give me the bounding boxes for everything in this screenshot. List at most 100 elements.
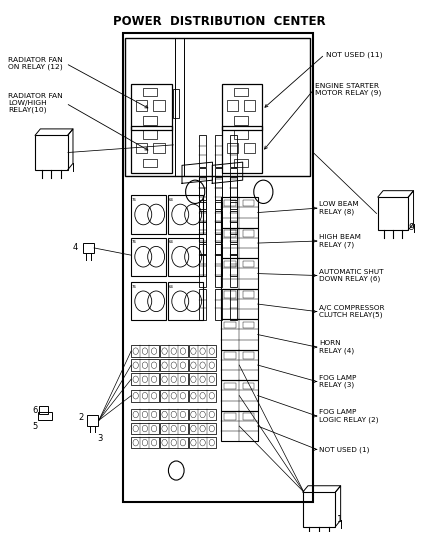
Bar — [224, 413, 236, 420]
Bar — [215, 168, 222, 200]
Bar — [189, 437, 216, 448]
Text: HIGH BEAM
RELAY (7): HIGH BEAM RELAY (7) — [319, 235, 361, 248]
Bar — [221, 197, 258, 228]
Bar — [199, 222, 206, 254]
Bar — [221, 319, 258, 350]
Text: LOW BEAM
RELAY (8): LOW BEAM RELAY (8) — [319, 201, 359, 215]
Bar — [243, 230, 254, 237]
Bar — [131, 345, 159, 357]
Bar — [224, 230, 236, 237]
Bar — [153, 143, 165, 153]
Bar — [168, 282, 203, 320]
Bar — [215, 177, 222, 209]
Bar — [125, 38, 311, 176]
Text: 76: 76 — [132, 240, 137, 244]
Bar — [123, 33, 313, 503]
Bar — [131, 423, 159, 434]
Bar — [39, 412, 52, 420]
Text: A/C COMPRESSOR
CLUTCH RELAY(5): A/C COMPRESSOR CLUTCH RELAY(5) — [319, 305, 385, 318]
Bar — [173, 88, 179, 118]
Bar — [199, 288, 206, 320]
Bar — [168, 196, 203, 233]
Bar — [243, 261, 254, 268]
Bar — [189, 359, 216, 371]
Bar — [230, 222, 237, 254]
Bar — [131, 238, 166, 276]
Bar — [224, 261, 236, 268]
Bar — [243, 383, 254, 390]
Bar — [215, 135, 222, 167]
Text: RADIATOR FAN
LOW/HIGH
RELAY(10): RADIATOR FAN LOW/HIGH RELAY(10) — [8, 93, 63, 114]
Text: RADIATOR FAN
ON RELAY (12): RADIATOR FAN ON RELAY (12) — [8, 56, 63, 70]
Bar — [143, 159, 157, 167]
Bar — [215, 244, 222, 276]
Bar — [224, 352, 236, 359]
Bar — [378, 197, 408, 230]
Bar — [189, 374, 216, 385]
Text: 5: 5 — [32, 422, 38, 431]
Text: 6: 6 — [32, 406, 38, 415]
Bar — [160, 437, 187, 448]
Text: 76: 76 — [132, 198, 137, 202]
Bar — [136, 101, 147, 111]
Bar — [224, 322, 236, 328]
Bar — [230, 255, 237, 287]
Bar — [143, 130, 157, 139]
Bar — [226, 143, 238, 153]
Bar — [215, 222, 222, 254]
Bar — [199, 135, 206, 167]
Text: 3: 3 — [97, 434, 102, 443]
Bar — [224, 383, 236, 390]
Bar — [234, 159, 248, 167]
Bar — [234, 130, 248, 139]
Bar — [221, 380, 258, 411]
Bar — [243, 322, 254, 328]
Text: FOG LAMP
LOGIC RELAY (2): FOG LAMP LOGIC RELAY (2) — [319, 409, 378, 423]
Bar — [143, 116, 157, 125]
Bar — [35, 135, 68, 169]
Bar — [215, 202, 222, 233]
Bar — [87, 415, 99, 425]
Bar — [221, 350, 258, 381]
Bar — [215, 211, 222, 243]
Bar — [215, 255, 222, 287]
Bar — [224, 200, 236, 206]
Bar — [131, 437, 159, 448]
Text: 64: 64 — [169, 198, 174, 202]
Bar — [160, 359, 187, 371]
Bar — [230, 177, 237, 209]
Bar — [221, 289, 258, 319]
Bar — [230, 168, 237, 200]
Bar — [303, 492, 336, 527]
Bar — [244, 143, 255, 153]
Bar — [83, 243, 94, 253]
Bar — [230, 211, 237, 243]
Bar — [224, 291, 236, 298]
Bar — [131, 84, 172, 131]
Bar — [189, 409, 216, 421]
Bar — [234, 116, 248, 125]
Bar — [160, 374, 187, 385]
Bar — [160, 345, 187, 357]
Bar — [136, 143, 147, 153]
Bar — [230, 244, 237, 276]
Bar — [243, 200, 254, 206]
Text: 76: 76 — [132, 285, 137, 289]
Bar — [160, 390, 187, 401]
Bar — [131, 390, 159, 401]
Bar — [131, 374, 159, 385]
Bar — [243, 291, 254, 298]
Bar — [215, 288, 222, 320]
Bar — [234, 88, 248, 96]
Bar — [199, 177, 206, 209]
Text: POWER  DISTRIBUTION  CENTER: POWER DISTRIBUTION CENTER — [113, 14, 325, 28]
Bar — [221, 258, 258, 289]
Text: 1: 1 — [336, 515, 342, 524]
Bar — [189, 390, 216, 401]
Bar — [222, 84, 262, 131]
Text: 9: 9 — [408, 223, 413, 232]
Text: 64: 64 — [169, 285, 174, 289]
Bar — [160, 409, 187, 421]
Bar — [199, 202, 206, 233]
Bar — [222, 126, 262, 173]
